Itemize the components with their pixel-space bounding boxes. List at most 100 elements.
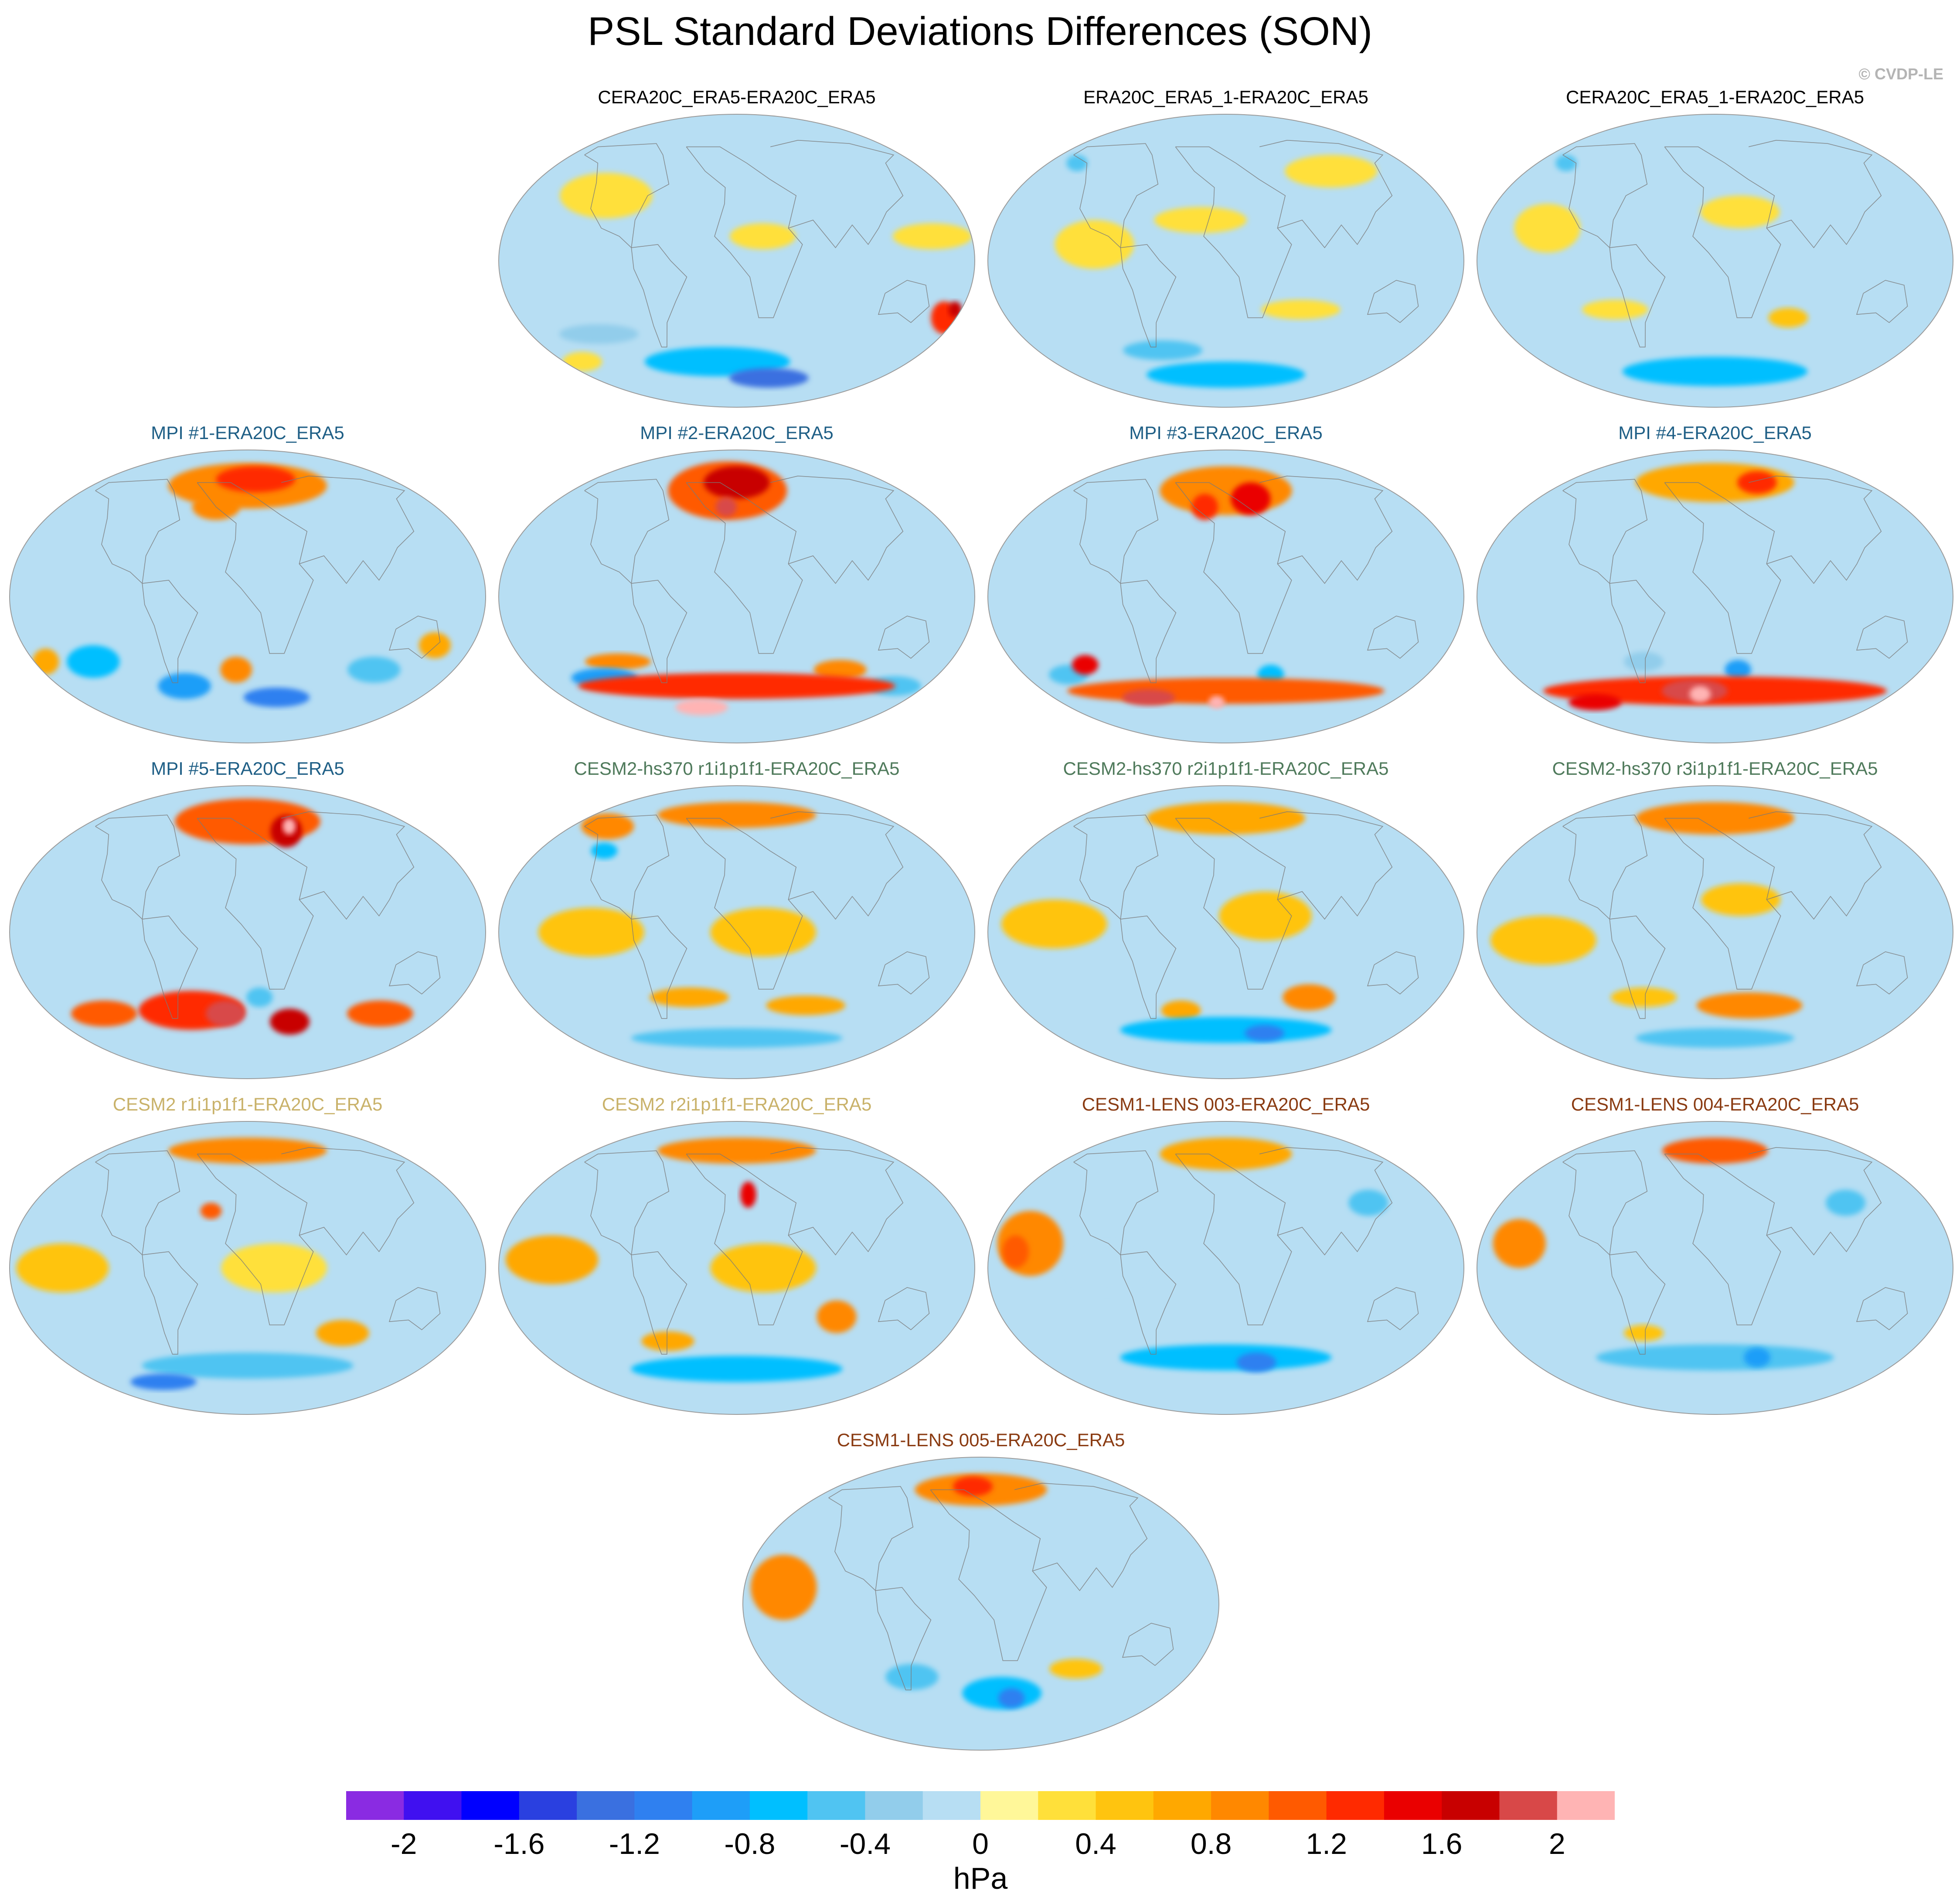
map-panel: CERA20C_ERA5-ERA20C_ERA5 [497, 85, 977, 408]
colorbar-tick-label: 0.4 [1075, 1827, 1116, 1860]
anomaly-region [704, 466, 770, 499]
map-border [9, 785, 486, 1079]
colorbar-swatch [1384, 1791, 1442, 1820]
colorbar-tick-label: 0.8 [1191, 1827, 1232, 1860]
map-border [1477, 450, 1953, 743]
anomaly-region [1768, 308, 1808, 328]
anomaly-region [560, 173, 653, 218]
coastline [1856, 951, 1908, 995]
anomaly-region [130, 1373, 197, 1390]
global-map [987, 450, 1464, 743]
coastline [142, 579, 198, 683]
map-border [987, 450, 1464, 743]
anomaly-region [1725, 660, 1752, 680]
anomaly-region [32, 648, 59, 675]
coastline [1856, 615, 1908, 659]
coastline [1609, 915, 1666, 1019]
colorbar-swatch [807, 1791, 865, 1820]
anomaly-region [1160, 1138, 1292, 1170]
coastline [1175, 818, 1292, 990]
anomaly-region [1582, 300, 1648, 320]
anomaly-region [1662, 1138, 1768, 1164]
map-border [9, 1121, 486, 1415]
coastline [1749, 140, 1882, 249]
anomaly-region [1514, 204, 1581, 253]
coastline [930, 1489, 1047, 1661]
colorbar-swatch [749, 1791, 808, 1820]
coastline [1073, 143, 1159, 249]
anomaly-region [559, 324, 639, 344]
coastlines [1562, 475, 1908, 683]
map-border [1477, 785, 1953, 1079]
map-panel: ERA20C_ERA5_1-ERA20C_ERA5 [986, 85, 1466, 408]
coastline [1664, 1153, 1781, 1325]
anomaly-region [1737, 471, 1777, 494]
anomaly-region [1701, 883, 1781, 916]
coastlines [1562, 1147, 1908, 1355]
anomaly-region [1147, 361, 1305, 388]
map-border [498, 785, 975, 1079]
anomaly-region [505, 1235, 599, 1284]
anomaly-region [1191, 494, 1218, 520]
colorbar-swatch [1269, 1791, 1327, 1820]
coastline [1073, 479, 1159, 584]
colorbar-swatch [1096, 1791, 1154, 1820]
coastline [686, 818, 803, 990]
anomaly-region [316, 1320, 369, 1346]
anomaly-region [750, 1555, 817, 1620]
colorbar-swatch [1038, 1791, 1096, 1820]
anomaly-region [1049, 1659, 1102, 1679]
global-map [1477, 450, 1953, 743]
coastline [1175, 1153, 1292, 1325]
panel-title: CERA20C_ERA5-ERA20C_ERA5 [598, 87, 876, 107]
colorbar-swatch [1442, 1791, 1500, 1820]
panel-title: CESM2 r2i1p1f1-ERA20C_ERA5 [602, 1094, 872, 1114]
panel-title: CESM2-hs370 r1i1p1f1-ERA20C_ERA5 [574, 758, 900, 779]
colorbar-swatch [1153, 1791, 1211, 1820]
global-map [1477, 785, 1953, 1079]
anomaly-region [538, 908, 644, 957]
panel-title: CESM1-LENS 003-ERA20C_ERA5 [1082, 1094, 1370, 1114]
coastline [1749, 475, 1882, 584]
anomaly-region [1161, 1000, 1201, 1020]
anomaly-region [1555, 155, 1577, 171]
colorbar-swatch [1326, 1791, 1385, 1820]
anomaly-region [631, 1356, 843, 1382]
map-panel: MPI #5-ERA20C_ERA5 [8, 757, 487, 1080]
anomaly-region [1636, 802, 1794, 835]
global-map [9, 450, 486, 743]
global-map [498, 1121, 975, 1415]
coastline [631, 915, 687, 1019]
coastlines [1073, 811, 1419, 1019]
panel-title: CESM1-LENS 004-ERA20C_ERA5 [1571, 1094, 1859, 1114]
anomaly-region [1610, 987, 1677, 1007]
anomaly-region [740, 1182, 756, 1208]
anomaly-region [581, 813, 634, 840]
anomaly-region [1123, 340, 1203, 360]
coastline [770, 140, 904, 249]
map-border [1477, 1121, 1953, 1415]
coastline [1122, 1622, 1174, 1666]
colorbar-swatch [865, 1791, 923, 1820]
coastline [1367, 279, 1419, 323]
coastlines [1562, 140, 1908, 347]
colorbar-tick-label: -0.4 [840, 1827, 891, 1860]
anomaly-region [585, 653, 651, 670]
anomaly-region [948, 301, 962, 318]
anomaly-region [1236, 1353, 1276, 1372]
anomaly-region [1245, 1025, 1285, 1042]
coastline [1609, 1251, 1666, 1355]
anomaly-region [1493, 1219, 1546, 1268]
panel-title: MPI #5-ERA20C_ERA5 [151, 758, 344, 779]
colorbar-swatch [1499, 1791, 1558, 1820]
coastline [95, 1150, 180, 1256]
coastline [875, 1587, 932, 1690]
anomaly-region [1348, 1189, 1388, 1216]
panel-title: ERA20C_ERA5_1-ERA20C_ERA5 [1083, 87, 1368, 107]
anomaly-region [710, 908, 816, 957]
anomaly-region [1744, 1347, 1770, 1367]
map-border [742, 1457, 1219, 1751]
coastline [1014, 1482, 1148, 1591]
anomaly-region [1120, 1344, 1332, 1371]
anomaly-region [1826, 1189, 1866, 1216]
